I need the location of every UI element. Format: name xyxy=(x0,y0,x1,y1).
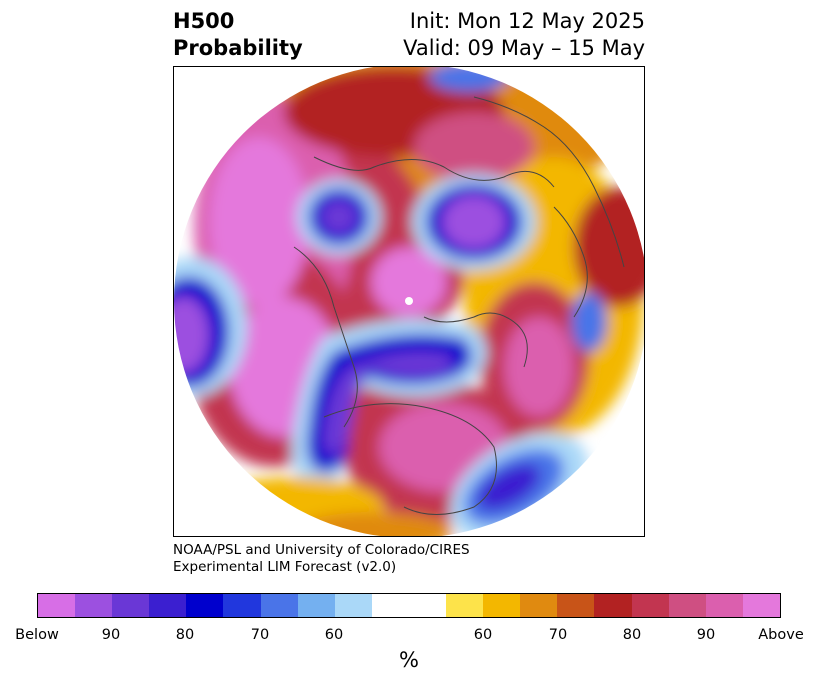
credit-line-2: Experimental LIM Forecast (v2.0) xyxy=(173,559,397,575)
colorbar-segment xyxy=(260,594,298,617)
colorbar-segment xyxy=(705,594,743,617)
colorbar-tick-label: 70 xyxy=(250,627,270,643)
colorbar-segment xyxy=(75,594,113,617)
colorbar-segment xyxy=(742,594,780,617)
colorbar-segment xyxy=(186,594,224,617)
colorbar-unit: % xyxy=(399,648,419,672)
coastlines xyxy=(293,96,625,515)
colorbar-tick-label: 80 xyxy=(622,627,642,643)
valid-range: Valid: 09 May – 15 May xyxy=(403,36,645,60)
colorbar-segment xyxy=(631,594,669,617)
title-block-left: H500 Probability xyxy=(173,8,303,62)
colorbar-segment xyxy=(594,594,632,617)
colorbar-tick-label: 70 xyxy=(548,627,568,643)
colorbar-tick-label: 80 xyxy=(175,627,195,643)
title-type: Probability xyxy=(173,36,303,60)
colorbar-segment xyxy=(371,594,409,617)
colorbar-segment xyxy=(557,594,595,617)
colorbar-segment xyxy=(334,594,372,617)
map-panel xyxy=(173,66,645,537)
colorbar-tick-label: Below xyxy=(15,627,59,643)
init-date: Init: Mon 12 May 2025 xyxy=(409,9,645,33)
colorbar-segment xyxy=(520,594,558,617)
credit-line-1: NOAA/PSL and University of Colorado/CIRE… xyxy=(173,542,470,558)
colorbar-segment xyxy=(297,594,335,617)
title-variable: H500 xyxy=(173,9,235,33)
title-block-right: Init: Mon 12 May 2025 Valid: 09 May – 15… xyxy=(403,8,645,62)
colorbar-segment xyxy=(38,594,76,617)
colorbar-tick-label: 60 xyxy=(473,627,493,643)
north-pole-marker xyxy=(405,297,413,305)
colorbar-segment xyxy=(149,594,187,617)
colorbar-tick-label: 90 xyxy=(101,627,121,643)
colorbar-segment xyxy=(483,594,521,617)
credit-block: NOAA/PSL and University of Colorado/CIRE… xyxy=(173,542,470,576)
colorbar-tick-label: Above xyxy=(758,627,804,643)
colorbar-segment xyxy=(223,594,261,617)
probability-map xyxy=(174,67,644,536)
colorbar-segment xyxy=(112,594,150,617)
colorbar-tick-label: 90 xyxy=(696,627,716,643)
probability-shading xyxy=(174,67,644,536)
colorbar-tick-label: 60 xyxy=(324,627,344,643)
colorbar xyxy=(37,593,781,618)
colorbar-segment xyxy=(408,594,447,617)
colorbar-segment xyxy=(668,594,706,617)
colorbar-segment xyxy=(446,594,484,617)
